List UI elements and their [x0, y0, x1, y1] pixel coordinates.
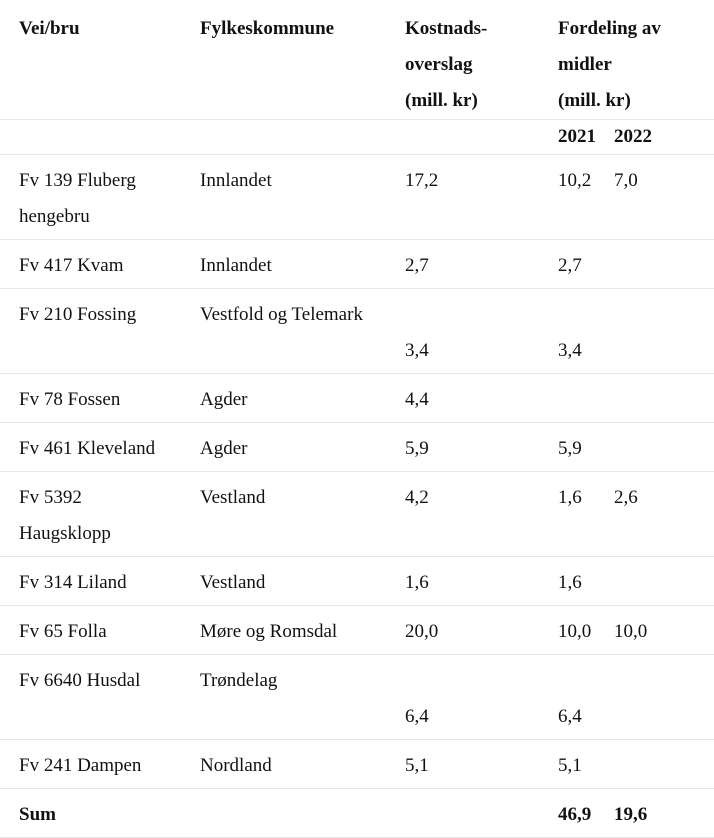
- table-row: Fv 139 Fluberg hengebru Innlandet 17,2 1…: [0, 154, 714, 240]
- cell-2022: [614, 422, 714, 472]
- header-vei-bru: Vei/bru: [0, 8, 180, 120]
- funding-table: Vei/bru Fylkeskommune Kostnads- overslag…: [0, 8, 714, 838]
- cell-fylke: Innlandet: [180, 239, 385, 289]
- header-fylkeskommune: Fylkeskommune: [180, 8, 385, 120]
- cell-vei-line2: Haugsklopp: [19, 523, 111, 544]
- header-fordeling-line2: midler: [558, 54, 612, 75]
- cell-vei: Fv 78 Fossen: [0, 373, 180, 423]
- cell-vei-line2: hengebru: [19, 206, 90, 227]
- cell-2021: 10,2: [538, 154, 614, 240]
- cell-vei: Fv 139 Fluberg hengebru: [0, 154, 180, 240]
- cell-kostnad: 4,2: [385, 471, 538, 557]
- header-year-2022: 2022: [614, 119, 714, 155]
- cell-vei-line1: Fv 139 Fluberg: [19, 170, 136, 191]
- cell-kostnad: 20,0: [385, 605, 538, 655]
- cell-2022: [614, 288, 714, 374]
- cell-2021: 3,4: [538, 288, 614, 374]
- cell-vei-line1: Fv 5392: [19, 487, 82, 508]
- cell-2021: 1,6: [538, 556, 614, 606]
- table-row: Fv 314 Liland Vestland 1,6 1,6: [0, 556, 714, 606]
- header-kostnadsoverslag: Kostnads- overslag (mill. kr): [385, 8, 538, 120]
- cell-2021: 1,6: [538, 471, 614, 557]
- cell-fylke: Vestland: [180, 471, 385, 557]
- cell-vei: Fv 65 Folla: [0, 605, 180, 655]
- cell-fylke: Agder: [180, 373, 385, 423]
- cell-fylke: Møre og Romsdal: [180, 605, 385, 655]
- cell-2022: 7,0: [614, 154, 714, 240]
- cell-2021: 5,1: [538, 739, 614, 789]
- cell-vei: Fv 417 Kvam: [0, 239, 180, 289]
- header-fordeling-line3: (mill. kr): [558, 90, 631, 111]
- table-row: Fv 5392 Haugsklopp Vestland 4,2 1,6 2,6: [0, 471, 714, 557]
- header-fordeling-line1: Fordeling av: [558, 18, 661, 39]
- cell-kostnad: 4,4: [385, 373, 538, 423]
- header-kostnad-line2: overslag: [405, 54, 473, 75]
- header-fordeling: Fordeling av midler (mill. kr): [538, 8, 714, 120]
- cell-2021: 10,0: [538, 605, 614, 655]
- cell-fylke: Nordland: [180, 739, 385, 789]
- table-row: Fv 65 Folla Møre og Romsdal 20,0 10,0 10…: [0, 605, 714, 655]
- table-row: Fv 78 Fossen Agder 4,4: [0, 373, 714, 423]
- cell-fylke: Vestland: [180, 556, 385, 606]
- cell-2021: 2,7: [538, 239, 614, 289]
- table-row: Fv 461 Kleveland Agder 5,9 5,9: [0, 422, 714, 472]
- cell-fylke: Agder: [180, 422, 385, 472]
- sum-2021: 46,9: [538, 788, 614, 838]
- cell-2022: 2,6: [614, 471, 714, 557]
- cell-vei: Fv 461 Kleveland: [0, 422, 180, 472]
- cell-2022: 10,0: [614, 605, 714, 655]
- table-row: Fv 241 Dampen Nordland 5,1 5,1: [0, 739, 714, 789]
- cell-2022: [614, 739, 714, 789]
- cell-fylke: Innlandet: [180, 154, 385, 240]
- cell-kostnad: 3,4: [385, 288, 538, 374]
- cell-vei: Fv 314 Liland: [0, 556, 180, 606]
- cell-2022: [614, 373, 714, 423]
- cell-2021: 5,9: [538, 422, 614, 472]
- cell-2022: [614, 556, 714, 606]
- cell-kostnad: 5,1: [385, 739, 538, 789]
- cell-kostnad: 17,2: [385, 154, 538, 240]
- cell-vei: Fv 5392 Haugsklopp: [0, 471, 180, 557]
- cell-vei: Fv 241 Dampen: [0, 739, 180, 789]
- cell-vei: Fv 6640 Husdal: [0, 654, 180, 740]
- cell-2021: [538, 373, 614, 423]
- sum-label: Sum: [0, 788, 180, 838]
- sum-row: Sum 46,9 19,6: [0, 788, 714, 838]
- cell-2021: 6,4: [538, 654, 614, 740]
- cell-vei: Fv 210 Fossing: [0, 288, 180, 374]
- header-year-2021: 2021: [538, 119, 614, 155]
- header-row: Vei/bru Fylkeskommune Kostnads- overslag…: [0, 8, 714, 120]
- table-row: Fv 210 Fossing Vestfold og Telemark 3,4 …: [0, 288, 714, 374]
- header-kostnad-line3: (mill. kr): [405, 90, 478, 111]
- table-row: Fv 417 Kvam Innlandet 2,7 2,7: [0, 239, 714, 289]
- cell-2022: [614, 239, 714, 289]
- sum-2022: 19,6: [614, 788, 714, 838]
- header-kostnad-line1: Kostnads-: [405, 18, 488, 39]
- cell-kostnad: 1,6: [385, 556, 538, 606]
- year-row: 2021 2022: [0, 119, 714, 155]
- cell-fylke: Vestfold og Telemark: [180, 288, 385, 374]
- cell-kostnad: 5,9: [385, 422, 538, 472]
- cell-kostnad: 2,7: [385, 239, 538, 289]
